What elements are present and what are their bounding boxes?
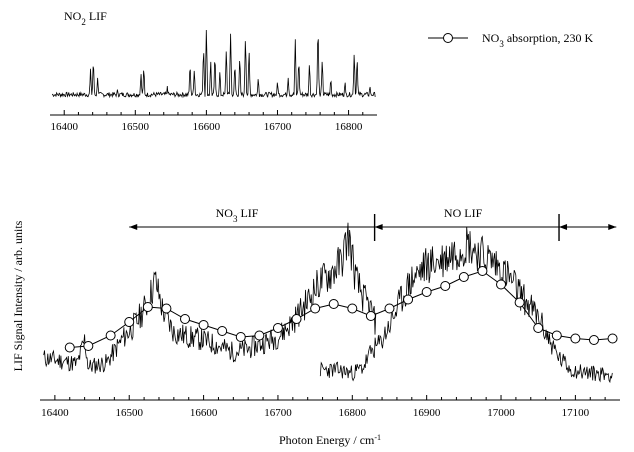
third-region-arrow-head xyxy=(559,224,568,230)
absorption-point xyxy=(198,320,209,330)
inset-tick-label: 16400 xyxy=(50,121,78,133)
legend-label: NO3 absorption, 230 K xyxy=(482,31,594,49)
absorption-point xyxy=(421,287,432,297)
main-tick-label: 17000 xyxy=(487,407,515,419)
no3-lif-trace xyxy=(43,222,377,374)
absorption-point xyxy=(514,297,525,308)
x-axis-title: Photon Energy / cm-1 xyxy=(279,433,381,448)
legend: NO3 absorption, 230 K xyxy=(428,31,594,49)
absorption-point xyxy=(124,317,135,327)
no-lif-label: NO LIF xyxy=(444,206,483,220)
y-axis-title: LIF Signal Intensity / arb. units xyxy=(11,220,25,371)
absorption-point xyxy=(607,333,618,344)
absorption-point xyxy=(310,303,321,314)
absorption-point xyxy=(254,330,265,341)
inset-x-ticks: 16400 16500 16600 16700 16800 xyxy=(50,110,364,133)
region-annotations: NO3 LIF NO LIF xyxy=(129,206,617,241)
absorption-point xyxy=(347,303,358,314)
main-tick-label: 16800 xyxy=(339,407,367,419)
inset-tick-label: 16800 xyxy=(335,121,363,133)
absorption-point xyxy=(235,332,246,342)
main-tick-label: 16600 xyxy=(190,407,218,419)
no3-lif-label: NO3 LIF xyxy=(216,206,259,224)
absorption-point xyxy=(105,330,116,341)
absorption-point xyxy=(588,335,599,345)
absorption-point xyxy=(180,314,190,324)
inset-tick-label: 16600 xyxy=(193,121,221,133)
absorption-point xyxy=(551,330,562,341)
inset-panel-label: NO2 LIF xyxy=(64,9,107,27)
legend-marker xyxy=(443,33,453,43)
no-lif-arrow-head xyxy=(374,224,383,230)
absorption-point xyxy=(533,323,544,333)
absorption-point xyxy=(458,272,469,282)
main-tick-label: 16900 xyxy=(413,407,441,419)
main-panel: 16400 16500 16600 16700 16800 16900 17000 17100… xyxy=(11,220,620,447)
absorption-point xyxy=(272,323,283,333)
main-x-ticks: 16400 16500 16600 16700 16800 16900 17000 17100 xyxy=(41,395,606,419)
no3-lif-arrow-head xyxy=(129,224,138,230)
inset-spectrum-trace xyxy=(51,29,376,99)
absorption-point xyxy=(365,311,376,321)
no-lif-trace xyxy=(319,226,613,384)
main-tick-label: 16700 xyxy=(264,407,292,419)
absorption-point xyxy=(64,342,75,353)
absorption-point xyxy=(291,314,302,324)
absorption-point xyxy=(384,303,395,314)
main-tick-label: 16500 xyxy=(115,407,143,419)
inset-panel: NO2 LIF 16400 16500 16600 16700 16800 xyxy=(50,9,377,133)
main-tick-label: 16400 xyxy=(41,407,69,419)
absorption-point xyxy=(496,279,507,290)
absorption-point xyxy=(328,299,339,309)
main-tick-label: 17100 xyxy=(562,407,590,419)
absorption-point xyxy=(161,303,172,314)
absorption-point xyxy=(217,326,228,336)
absorption-point xyxy=(142,302,153,312)
absorption-point xyxy=(403,294,414,305)
third-region-arrow-head xyxy=(608,224,617,230)
absorption-point xyxy=(477,266,488,276)
absorption-markers xyxy=(64,266,618,353)
inset-tick-label: 16700 xyxy=(264,121,292,133)
absorption-point xyxy=(570,333,581,344)
absorption-point xyxy=(440,281,451,291)
absorption-point xyxy=(83,341,94,351)
inset-tick-label: 16500 xyxy=(122,121,150,133)
